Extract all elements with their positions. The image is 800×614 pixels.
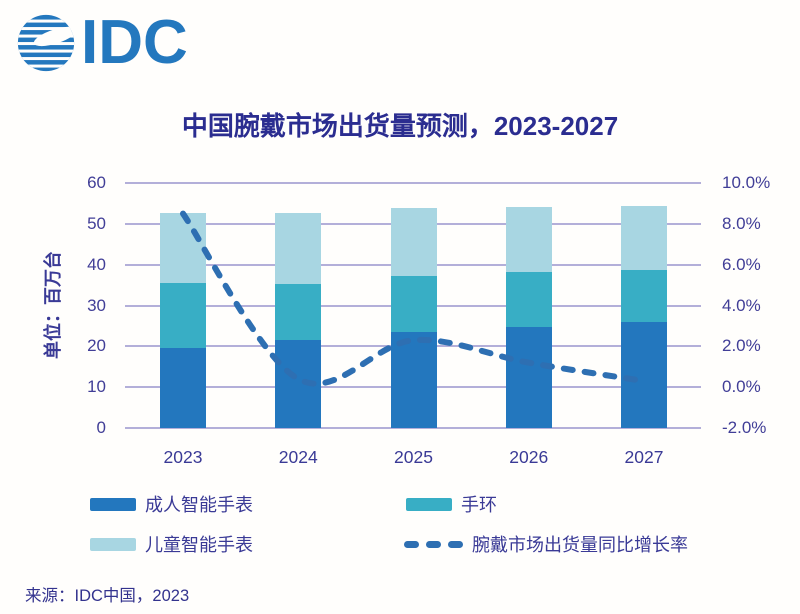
bar-segment-手环-2025	[390, 276, 437, 333]
legend-swatch-kids-smartwatch	[90, 537, 136, 551]
x-axis-label-2023: 2023	[163, 447, 203, 467]
bar-segment-儿童智能手表-2025	[390, 207, 437, 277]
legend-label: 腕戴市场出货量同比增长率	[472, 535, 688, 555]
chart-title: 中国腕戴市场出货量预测，2023-2027	[181, 111, 619, 141]
bar-segment-手环-2026	[505, 272, 552, 327]
right-axis-tick: 8.0%	[722, 213, 761, 233]
bar-segment-儿童智能手表-2026	[505, 206, 552, 273]
legend-item-adult-smartwatch: 成人智能手表	[90, 494, 253, 515]
bar-segment-成人智能手表-2026	[505, 326, 552, 428]
idc-globe-icon	[17, 14, 75, 72]
legend-swatch-wristband	[406, 497, 452, 511]
bar-segment-手环-2027	[621, 269, 667, 323]
x-axis-label-2026: 2026	[509, 447, 549, 467]
legend-item-kids-smartwatch: 儿童智能手表	[90, 534, 253, 555]
bar-segment-儿童智能手表-2024	[275, 213, 322, 284]
legend-swatch-adult-smartwatch	[90, 497, 136, 511]
left-axis-tick: 60	[87, 173, 106, 192]
left-axis-tick: 0	[96, 418, 106, 437]
left-axis-tick: 40	[87, 254, 106, 274]
gridline	[125, 427, 701, 429]
bar-segment-成人智能手表-2027	[621, 322, 667, 428]
idc-logo: IDC	[16, 12, 188, 74]
source-note: 来源：IDC中国，2023	[25, 587, 190, 605]
idc-logo-text: IDC	[81, 8, 188, 77]
legend-item-wristband: 手环	[406, 494, 497, 515]
left-axis-tick: 50	[87, 213, 106, 233]
bar-segment-儿童智能手表-2023	[160, 212, 206, 284]
left-axis-tick: 10	[87, 377, 106, 397]
bar-segment-手环-2023	[160, 283, 206, 348]
legend-swatch-growth-rate-dashes	[404, 540, 463, 548]
gridline	[125, 182, 701, 184]
right-axis-tick: 2.0%	[722, 336, 761, 356]
x-axis-label-2025: 2025	[394, 447, 433, 467]
right-axis-tick: 4.0%	[722, 295, 761, 315]
bar-segment-儿童智能手表-2027	[621, 205, 667, 270]
bar-segment-成人智能手表-2024	[275, 339, 322, 428]
x-axis-label-2024: 2024	[278, 447, 318, 467]
right-axis-tick: 6.0%	[722, 254, 761, 274]
legend-label: 儿童智能手表	[145, 535, 253, 555]
left-axis-tick: 30	[87, 295, 106, 315]
legend-item-growth-rate: 腕戴市场出货量同比增长率	[404, 534, 688, 555]
legend-label: 手环	[461, 495, 497, 515]
legend-label: 成人智能手表	[145, 495, 253, 515]
bar-segment-手环-2024	[275, 283, 322, 340]
bar-segment-成人智能手表-2023	[160, 347, 206, 428]
left-axis-tick: 20	[87, 336, 106, 356]
x-axis-label-2027: 2027	[624, 447, 664, 467]
right-axis-tick: 0.0%	[722, 377, 761, 397]
right-axis-tick: 10.0%	[722, 173, 771, 192]
right-axis-tick: -2.0%	[722, 418, 767, 437]
bar-segment-成人智能手表-2025	[390, 332, 437, 428]
